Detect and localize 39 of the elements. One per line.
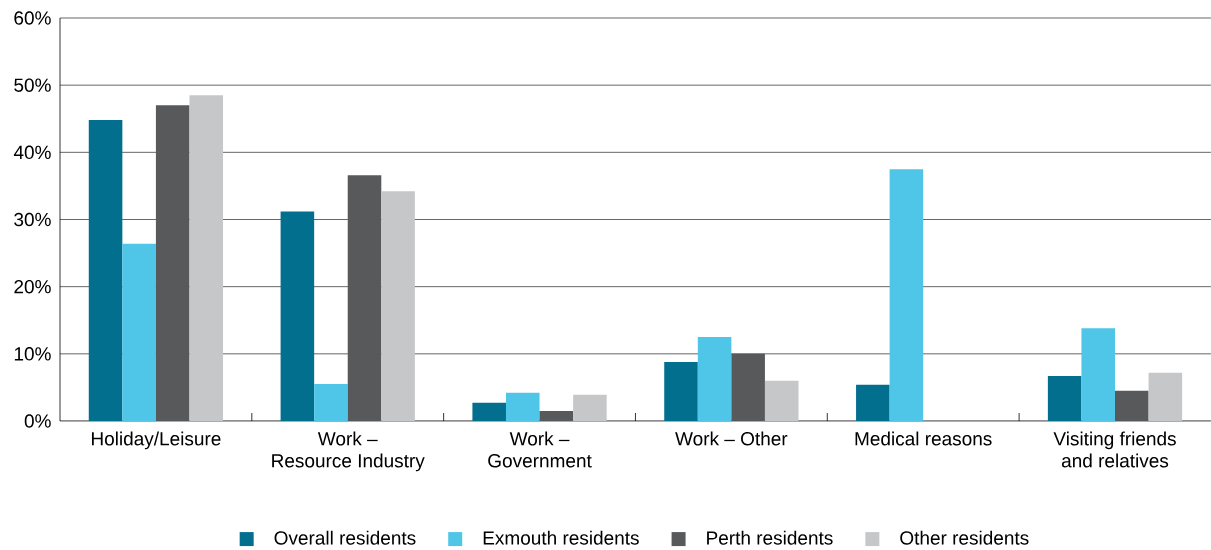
bar [347, 175, 382, 421]
bar [539, 410, 574, 421]
bar [889, 169, 924, 421]
bar [88, 120, 123, 421]
bar [856, 384, 890, 421]
x-tick-label: Work – Government [488, 431, 592, 468]
x-tick-label: Work – Resource Industry [272, 431, 425, 472]
bar [505, 392, 540, 421]
x-tick-label: Visiting friends and relatives [1053, 431, 1176, 468]
y-tick-label: 60% [14, 11, 51, 25]
y-tick-label: 50% [14, 78, 51, 92]
bar [381, 191, 415, 421]
bar [764, 380, 799, 421]
bar [697, 337, 732, 421]
bar [664, 361, 698, 421]
x-tick-label: Medical reasons [855, 431, 992, 446]
y-tick-label: 0% [24, 414, 51, 428]
legend-label: Overall residents [274, 530, 416, 545]
legend-label: Exmouth residents [483, 530, 639, 545]
legend-label: Perth residents [707, 530, 833, 545]
bar [1115, 390, 1149, 421]
legend-label: Other residents [900, 530, 1029, 545]
bar [122, 243, 156, 421]
bar [280, 211, 315, 421]
bar [1047, 376, 1082, 421]
bar [472, 402, 506, 421]
bar [155, 105, 190, 421]
x-tick-label: Work – Other [675, 431, 788, 446]
bar [189, 95, 224, 421]
x-tick-label: Holiday/Leisure [91, 431, 221, 450]
y-tick-label: 30% [14, 212, 51, 227]
y-tick-label: 20% [14, 279, 51, 294]
bar [573, 394, 607, 421]
y-tick-label: 10% [14, 347, 51, 361]
bar [1148, 372, 1183, 421]
y-tick-label: 40% [13, 145, 51, 160]
bar [731, 353, 765, 421]
bar [314, 384, 348, 421]
bar [1081, 328, 1116, 421]
